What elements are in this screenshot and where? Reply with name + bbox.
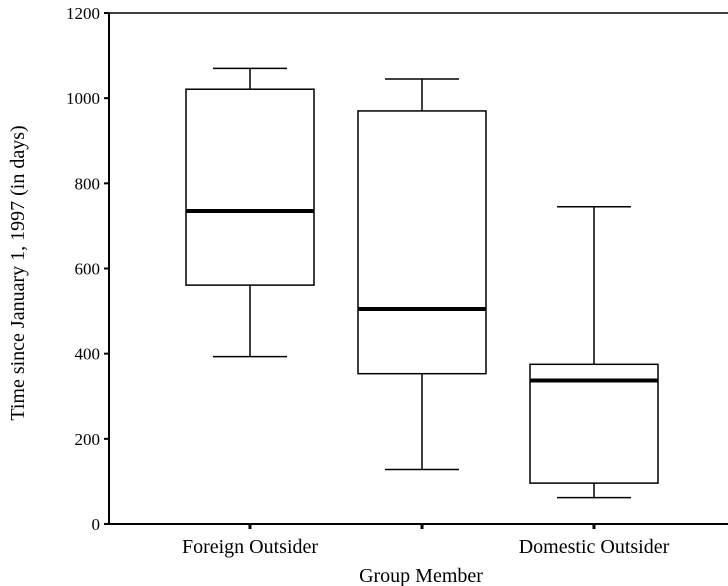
box-group xyxy=(529,206,659,499)
x-tick-label: Foreign Outsider xyxy=(182,536,318,558)
iqr-box xyxy=(529,363,659,484)
x-tick-label: Domestic Outsider xyxy=(519,536,670,558)
y-axis-ticks: 0 200 400 600 800 1000 1200 xyxy=(66,4,109,534)
y-tick-label: 200 xyxy=(75,430,101,449)
box-group xyxy=(357,78,487,471)
iqr-box xyxy=(185,88,315,286)
y-tick-label: 600 xyxy=(75,260,101,279)
box-series xyxy=(185,67,659,499)
y-tick-label: 1000 xyxy=(66,89,100,108)
y-tick-label: 400 xyxy=(75,345,101,364)
x-axis-ticks: Foreign Outsider Domestic Outsider xyxy=(182,524,670,558)
y-tick-label: 1200 xyxy=(66,4,100,23)
y-axis-label: Time since January 1, 1997 (in days) xyxy=(7,125,29,420)
y-tick-label: 0 xyxy=(92,515,101,534)
iqr-box xyxy=(357,110,487,375)
y-tick-label: 800 xyxy=(75,174,101,193)
x-axis-label: Group Member xyxy=(359,565,483,586)
box-group xyxy=(185,67,315,358)
